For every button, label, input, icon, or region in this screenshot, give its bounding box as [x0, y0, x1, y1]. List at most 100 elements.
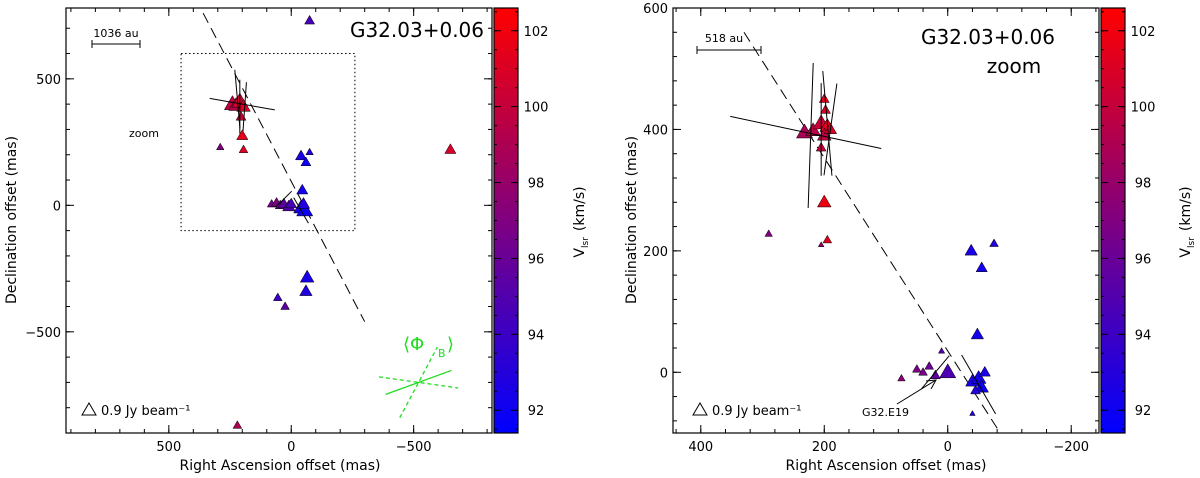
y-tick-label-full-1: 0: [53, 199, 61, 214]
polarization-vector-zoom-4: [730, 115, 882, 149]
y-axis-label-full: Declination offset (mas): [4, 136, 20, 304]
polarization-vector-full-3: [209, 97, 275, 111]
colorbar-tick-label-zoom-4: 100: [1131, 101, 1156, 116]
colorbar-tick-label-full-2: 96: [528, 252, 545, 267]
maser-spot-zoom-9: [816, 194, 832, 208]
flux-label-zoom: 0.9 Jy beam⁻¹: [712, 404, 801, 419]
panel-full: 500 0 −500 500 0 −500 G32.03+0.06 1036 au zoo…: [4, 7, 493, 474]
colorbar-label-sub-full: lsr: [581, 237, 591, 248]
y-tick-label-zoom-1: 200: [643, 245, 668, 260]
colorbar-tick-label-full-4: 100: [524, 101, 549, 116]
y-tick-label-zoom-0: 0: [660, 366, 668, 381]
maser-spot-full-18: [294, 149, 308, 161]
maser-spot-full-22: [299, 284, 313, 296]
colorbar-tick-label-zoom-1: 94: [1135, 328, 1152, 343]
polarization-vector-full-2: [234, 69, 241, 129]
colorbar-label-sub-zoom: lsr: [1187, 237, 1197, 248]
maser-spot-zoom-26: [975, 261, 988, 272]
maser-spot-zoom-13: [897, 373, 906, 382]
colorbar-tick-label-full-1: 94: [528, 328, 545, 343]
maser-spot-zoom-16: [924, 361, 935, 370]
maser-spot-full-26: [444, 143, 457, 154]
maser-spot-zoom-7: [820, 104, 831, 114]
maser-spot-full-24: [272, 292, 283, 301]
maser-spot-full-7: [216, 142, 225, 150]
x-axis-label-zoom: Right Ascension offset (mas): [786, 458, 987, 474]
x-tick-label-full-2: −500: [396, 440, 432, 455]
chart-subtitle-zoom: zoom: [987, 54, 1041, 78]
flux-triangle-icon: [81, 402, 97, 416]
dashed-fit-line: [202, 12, 366, 322]
maser-spot-zoom-25: [964, 243, 978, 256]
maser-spot-full-20: [305, 147, 314, 156]
axis-ticks-full: 500 0 −500 500 0 −500: [25, 8, 492, 455]
chart-title-full: G32.03+0.06: [350, 18, 484, 42]
maser-spot-zoom-24: [970, 384, 981, 395]
maser-spot-zoom-11: [817, 241, 825, 247]
maser-spot-zoom-1: [805, 122, 822, 136]
phi-b-sub: B: [438, 347, 446, 360]
colorbar-label-full: V: [572, 248, 588, 258]
phi-b-line: [385, 369, 452, 395]
x-tick-label-zoom-3: −200: [1053, 440, 1089, 455]
maser-spot-full-25: [304, 14, 316, 25]
x-tick-label-zoom-1: 200: [812, 440, 837, 455]
scale-bar-label-full: 1036 au: [93, 27, 138, 40]
maser-spot-zoom-14: [912, 364, 922, 373]
svg-text:Vlsr(km/s): Vlsr (km/s): [1178, 186, 1197, 257]
colorbar-tick-label-zoom-0: 92: [1135, 404, 1152, 419]
maser-spot-full-21: [299, 269, 315, 283]
colorbar-label-zoom: V: [1178, 248, 1194, 258]
colorbar-gradient-zoom: [1100, 7, 1126, 434]
maser-spot-full-16: [296, 197, 311, 209]
x-tick-label-zoom-2: 0: [944, 440, 952, 455]
y-tick-label-zoom-2: 400: [643, 123, 668, 138]
colorbar-tick-label-full-5: 102: [524, 25, 549, 40]
plot-frame-full: [65, 7, 493, 434]
maser-spot-zoom-29: [969, 410, 976, 416]
maser-spot-full-23: [280, 301, 290, 310]
maser-spot-zoom-10: [822, 234, 833, 244]
x-tick-label-full-0: 500: [156, 440, 181, 455]
arrow-head-icon: [925, 379, 937, 390]
axis-ticks-zoom: 400 200 0 −200 0 200 400 600: [643, 2, 1099, 455]
zoom-label: zoom: [129, 127, 159, 140]
plot-area-full: [180, 12, 459, 429]
maser-spot-zoom-28: [970, 327, 985, 340]
polarization-vector-zoom-6: [961, 354, 997, 415]
plot-area-zoom: [730, 32, 1001, 433]
maser-spot-full-5: [236, 129, 249, 140]
polarization-vector-zoom-2: [823, 83, 838, 176]
maser-spot-zoom-23: [978, 365, 991, 377]
maser-spot-zoom-18: [939, 363, 957, 379]
plot-frame-zoom: [672, 7, 1100, 434]
chart-title-zoom: G32.03+0.06: [921, 25, 1055, 49]
maser-spot-zoom-12: [764, 229, 773, 237]
dashed-fit-line: [743, 32, 1001, 433]
maser-spot-zoom-19: [937, 347, 946, 354]
polarization-vector-zoom-5: [921, 355, 950, 390]
polarization-vector-full-1: [242, 82, 247, 132]
panel-zoom: 400 200 0 −200 0 200 400 600 G32.03+0.06 zoom 5…: [624, 2, 1100, 474]
scale-bar-label-zoom: 518 au: [705, 32, 743, 45]
colorbar-zoom: 92 94 96 98 100 102 Vlsr (km/s): [1100, 7, 1197, 434]
maser-spot-full-19: [300, 156, 312, 166]
maser-spot-full-13: [285, 197, 298, 209]
annotation-g32-e19: G32.E19: [862, 406, 909, 419]
phi-b-error-line: [378, 376, 459, 389]
maser-spot-zoom-6: [818, 93, 830, 103]
annotation-arrow: [896, 379, 937, 405]
colorbar-unit-zoom: (km/s): [1178, 186, 1194, 231]
x-tick-label-zoom-0: 400: [688, 440, 713, 455]
flux-label-full: 0.9 Jy beam⁻¹: [101, 404, 190, 419]
colorbar-full: 92 94 96 98 100 102 Vlsr (km/s): [493, 7, 591, 434]
phi-b-error-line: [399, 346, 438, 419]
phi-b-bracket: ⟩: [447, 334, 454, 355]
maser-spot-zoom-22: [974, 379, 989, 393]
y-tick-label-full-2: −500: [25, 326, 61, 341]
polarization-vector-zoom-0: [807, 62, 814, 209]
maser-spot-full-17: [296, 183, 309, 195]
polarization-vector-full-5: [293, 197, 309, 224]
maser-spot-zoom-15: [918, 367, 928, 376]
